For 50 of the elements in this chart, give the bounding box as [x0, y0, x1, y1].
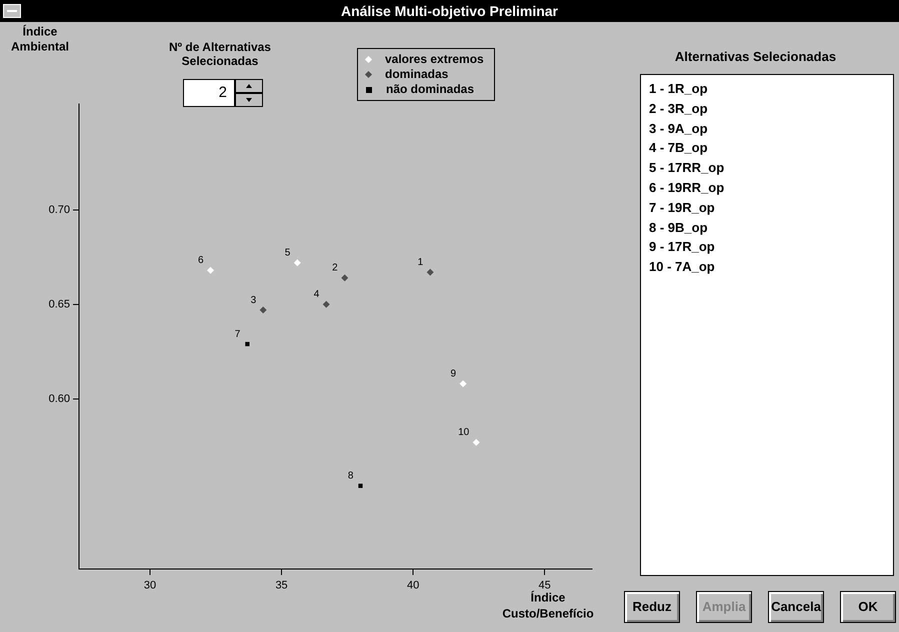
x-axis-title: Índice Custo/Benefício [502, 590, 594, 620]
x-tick-label: 30 [144, 580, 156, 592]
text: Nº de Alternativas Selecionadas [168, 40, 272, 68]
text: Reduz [624, 591, 680, 623]
annotation: 4 [314, 289, 320, 300]
point [460, 380, 467, 388]
point [294, 259, 301, 266]
text: 6 - 19RR_op [648, 178, 726, 197]
point [207, 266, 214, 274]
text: 10 - 7A_op [648, 258, 716, 276]
annotation: 5 [284, 248, 291, 259]
y-tick-label: 0.70 [48, 204, 70, 216]
text: 2 [183, 79, 235, 107]
chart-title: Análise Multi-objetivo Preliminar [340, 3, 558, 19]
text: Alternativas Selecionadas [674, 49, 838, 64]
point [426, 268, 434, 276]
x-tick-label: 35 [275, 580, 288, 592]
text: 1 - 1R_op [648, 80, 709, 98]
legend-label: não dominadas [386, 82, 474, 97]
annotation: 10 [458, 427, 470, 438]
text: 5 - 17RR_op [648, 159, 726, 178]
annotation: 7 [234, 328, 241, 340]
point [358, 484, 363, 488]
annotation: 9 [450, 368, 457, 380]
annotation: 3 [250, 294, 257, 306]
annotation: 1 [418, 256, 424, 268]
annotation: 2 [332, 262, 338, 274]
point [260, 306, 267, 314]
point [245, 342, 250, 346]
text: 9 - 17R_op [648, 238, 716, 256]
y-axis-title: Índice Ambiental [10, 24, 70, 54]
text: 7 - 19R_op [648, 198, 716, 217]
point [322, 300, 330, 308]
annotation: 6 [198, 255, 204, 266]
annotation: 8 [348, 470, 354, 482]
text: 2 - 3R_op [648, 100, 709, 118]
text: Cancela [768, 591, 824, 623]
text: OK [840, 591, 896, 623]
point [472, 438, 480, 446]
x-tick-label: 45 [538, 580, 551, 592]
text: 3 - 9A_op [648, 120, 709, 138]
point [341, 274, 348, 282]
legend-label: valores extremos [385, 52, 484, 67]
x-tick-label: 40 [406, 580, 420, 592]
y-tick-label: 0.65 [48, 298, 70, 310]
text: Amplia [696, 591, 752, 623]
legend-label: dominadas [385, 67, 448, 82]
text: 4 - 7B_op [648, 139, 709, 158]
y-tick-label: 0.60 [48, 392, 70, 405]
text: 8 - 9B_op [648, 218, 709, 237]
